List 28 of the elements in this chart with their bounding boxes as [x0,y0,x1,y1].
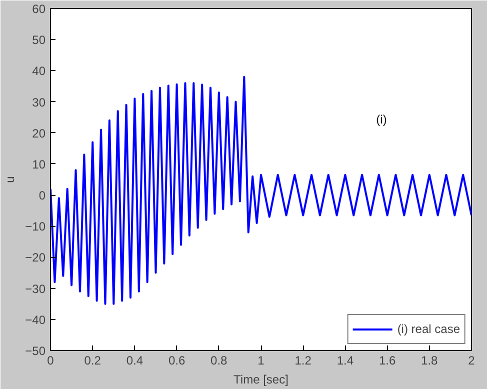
y-tick-label: −40 [25,312,46,327]
annotation: (i) [376,112,387,126]
y-tick-label: 30 [32,95,46,110]
x-tick-label: 1.8 [421,354,438,368]
y-axis-title: u [3,176,18,183]
x-tick-label: 0.4 [126,354,144,368]
x-axis-title: Time [sec] [234,372,288,386]
x-tick-label: 1.2 [294,354,312,368]
legend-label: (i) real case [397,322,460,336]
y-tick-label: 0 [38,188,46,203]
y-tick-label: −30 [25,282,46,296]
y-tick-label: 50 [32,33,46,48]
y-tick-label: 20 [32,126,46,140]
y-tick-label: −10 [25,220,46,234]
x-tick-label: 2 [468,354,476,368]
y-tick-label: −20 [25,250,46,265]
y-tick-label: 40 [32,64,46,78]
y-tick-label: 10 [32,157,46,172]
x-tick-label: 0.6 [168,354,186,368]
x-tick-label: 0.8 [210,354,228,368]
x-tick-label: 1.4 [336,354,354,368]
x-tick-label: 1 [258,354,265,368]
x-tick-label: 0 [47,354,54,368]
y-tick-label: 60 [32,2,46,16]
line-series [50,76,472,305]
x-tick-label: 0.2 [84,354,102,368]
x-tick-label: 1.6 [378,354,396,368]
y-tick-label: −50 [25,344,46,358]
